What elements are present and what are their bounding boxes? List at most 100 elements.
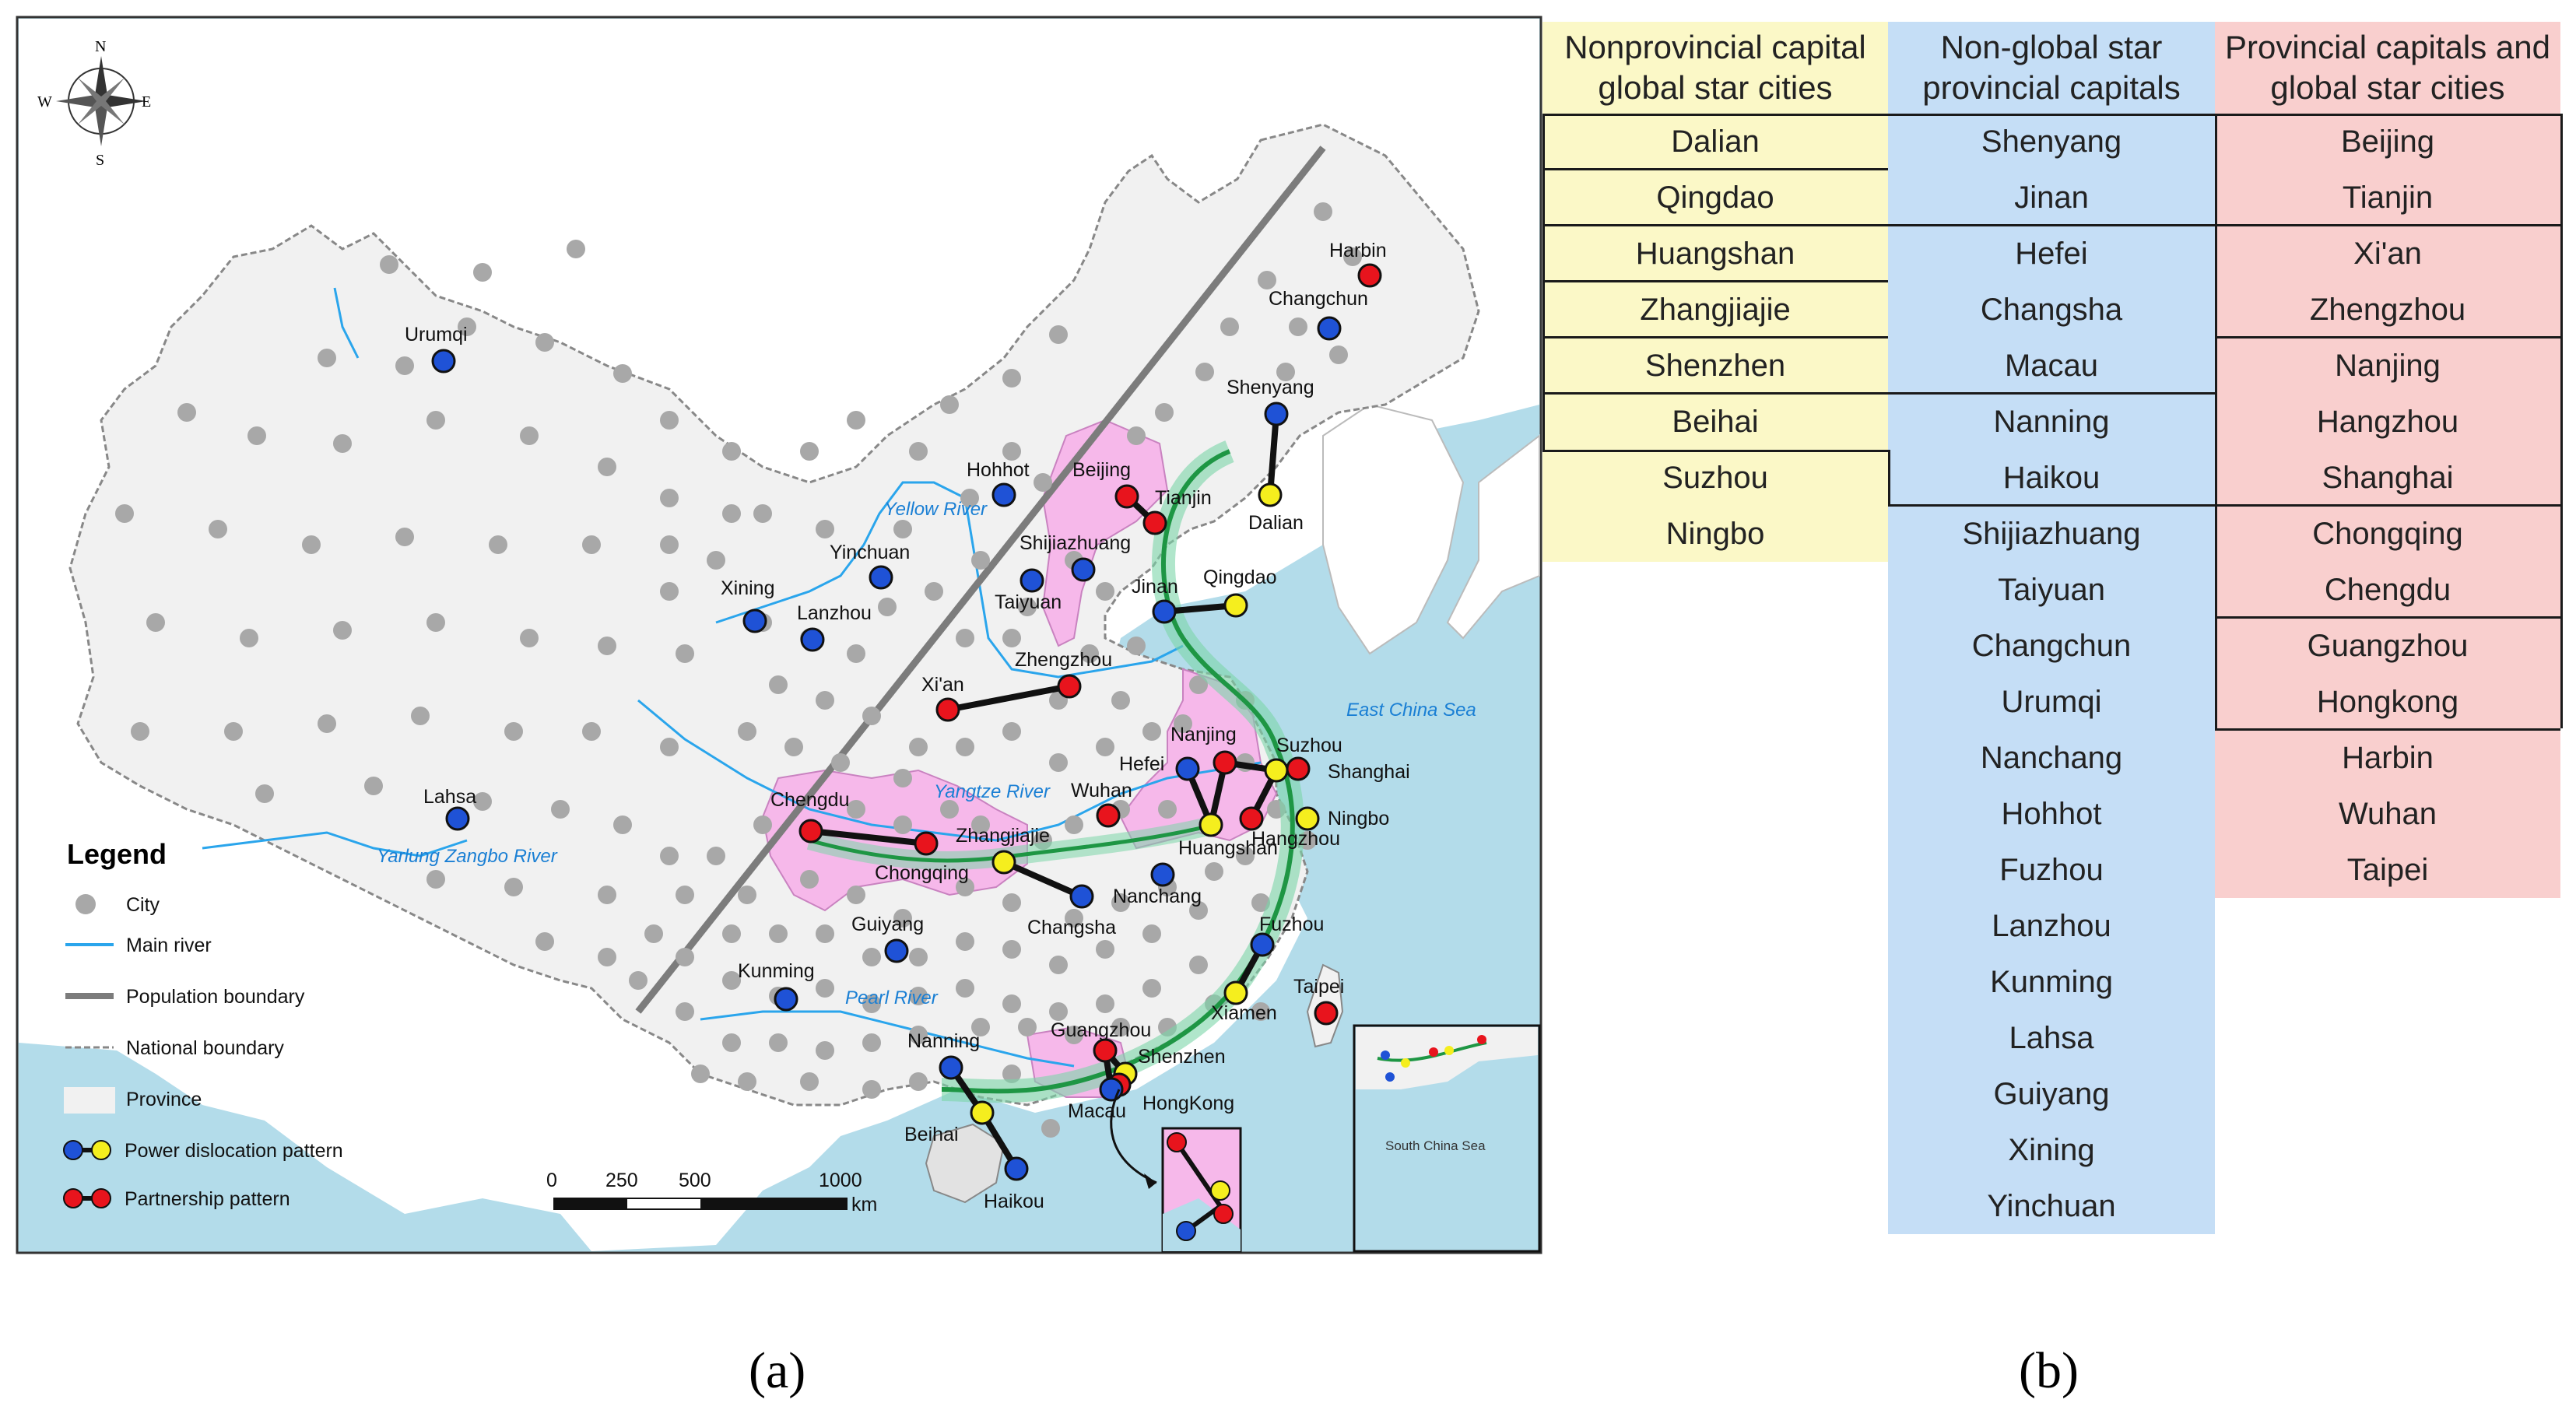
- city-dot: [1142, 924, 1161, 943]
- city-dot: [722, 971, 741, 990]
- city-marker-suzhou: [1264, 758, 1289, 783]
- city-dot: [1049, 753, 1068, 772]
- city-dot: [1065, 909, 1083, 928]
- table-header: Provincial capitals and global star citi…: [2225, 28, 2550, 107]
- city-dot: [722, 442, 741, 461]
- table-cell: Xining: [2008, 1133, 2095, 1167]
- city-dot: [925, 582, 943, 601]
- city-dot: [364, 777, 383, 795]
- city-label-qingdao: Qingdao: [1203, 566, 1277, 588]
- city-dot: [1205, 862, 1223, 881]
- table-cell: Yinchuan: [1987, 1189, 2116, 1223]
- city-dot: [411, 707, 430, 725]
- city-dot: [1258, 271, 1276, 289]
- table-cell: Kunming: [1990, 965, 2113, 999]
- hongkong-inset: [1110, 1089, 1242, 1253]
- city-label-fuzhou: Fuzhou: [1259, 914, 1324, 935]
- city-label-chengdu: Chengdu: [770, 789, 849, 811]
- compass-s: S: [96, 152, 104, 169]
- city-dot: [1111, 1018, 1130, 1036]
- table-cell: Shijiazhuang: [1962, 517, 2141, 551]
- city-dot: [1096, 994, 1114, 1013]
- table-cell: Wuhan: [2338, 797, 2437, 831]
- city-marker-lanzhou: [800, 627, 825, 652]
- table-cell: Dalian: [1671, 125, 1760, 159]
- city-dot: [769, 924, 788, 943]
- korea-land: [1322, 403, 1465, 655]
- city-marker-nanchang: [1150, 862, 1175, 887]
- city-dot: [816, 979, 834, 998]
- city-dot: [691, 1064, 710, 1083]
- city-label-guangzhou: Guangzhou: [1051, 1019, 1151, 1041]
- city-dot: [909, 1026, 928, 1044]
- city-dot: [738, 722, 756, 741]
- city-dot: [816, 691, 834, 710]
- city-label-chongqing: Chongqing: [875, 862, 969, 884]
- city-marker-nanning: [939, 1055, 963, 1080]
- city-dot: [318, 349, 336, 367]
- city-dot: [722, 1033, 741, 1052]
- city-dot: [956, 979, 974, 998]
- city-dot: [1096, 738, 1114, 756]
- city-dot: [333, 621, 352, 640]
- city-marker-qingdao: [1223, 593, 1248, 618]
- city-dot: [613, 815, 632, 834]
- city-dot: [753, 504, 772, 523]
- table-header: Nonprovincial capital global star cities: [1564, 28, 1866, 107]
- table-cell: Guangzhou: [2307, 629, 2469, 663]
- city-dot: [971, 815, 990, 834]
- city-marker-urumqi: [431, 349, 456, 374]
- city-dot: [1002, 1064, 1021, 1083]
- city-dot: [146, 613, 165, 632]
- table-cell: Xi'an: [2353, 237, 2422, 271]
- city-dot: [504, 878, 523, 896]
- city-label-hefei: Hefei: [1119, 753, 1164, 775]
- city-label-dalian: Dalian: [1248, 512, 1304, 534]
- city-dot: [426, 411, 445, 430]
- city-label-lanzhou: Lanzhou: [797, 602, 872, 624]
- city-dot: [1002, 893, 1021, 912]
- city-dot: [1142, 722, 1161, 741]
- table-cell: Nanjing: [2335, 349, 2441, 383]
- city-dot: [1111, 691, 1130, 710]
- city-dot: [535, 333, 554, 352]
- japan-land: [1446, 433, 1540, 640]
- city-dot: [1158, 800, 1177, 819]
- table-border: [1542, 114, 1545, 450]
- city-marker-haikou: [1004, 1156, 1029, 1181]
- table-cell: Haikou: [2002, 461, 2100, 495]
- table-cell: Changchun: [1971, 629, 2132, 663]
- city-marker-xian: [935, 697, 960, 722]
- city-dot: [1049, 325, 1068, 344]
- city-dot: [302, 535, 321, 554]
- city-dot: [909, 442, 928, 461]
- city-dot: [1034, 473, 1052, 492]
- table-border: [1888, 504, 2215, 507]
- city-marker-beijing: [1114, 484, 1139, 509]
- city-dot: [847, 886, 865, 904]
- city-marker-lahsa: [445, 806, 470, 831]
- legend-province-icon: [64, 1087, 115, 1114]
- east-china-sea-label: East China Sea: [1346, 700, 1476, 721]
- city-label-shanghai: Shanghai: [1328, 761, 1410, 783]
- city-dot: [816, 1041, 834, 1060]
- city-marker-guangzhou: [1093, 1038, 1118, 1063]
- city-dot: [1111, 893, 1130, 912]
- city-dot: [1329, 345, 1348, 364]
- city-dot: [816, 520, 834, 538]
- city-dot: [800, 870, 819, 889]
- city-label-hongkong: HongKong: [1142, 1093, 1234, 1114]
- city-dot: [1065, 1026, 1083, 1044]
- legend-population-label: Population boundary: [126, 986, 305, 1008]
- city-markers: Harbin Changchun Urumqi Shenyang Dalian Hohho…: [405, 240, 1410, 1212]
- table-border: [1888, 392, 2215, 395]
- table-column-bg: [2215, 22, 2560, 898]
- city-dot: [862, 1080, 881, 1099]
- table-border: [2215, 504, 2560, 507]
- city-dot: [1189, 901, 1208, 920]
- city-dot: [1096, 940, 1114, 959]
- table-cell: Fuzhou: [1999, 853, 2104, 887]
- city-label-nanjing: Nanjing: [1170, 724, 1237, 745]
- city-marker-hangzhou: [1239, 806, 1264, 831]
- legend-city-label: City: [126, 894, 160, 916]
